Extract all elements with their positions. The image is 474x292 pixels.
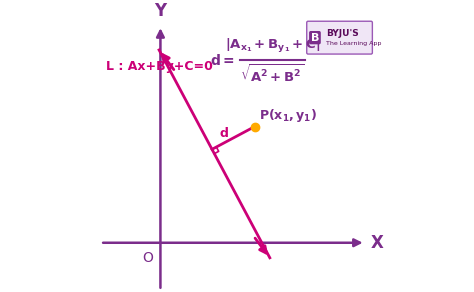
Text: L : Ax+By+C=0: L : Ax+By+C=0 (106, 60, 213, 73)
FancyBboxPatch shape (307, 21, 373, 54)
Text: BYJU'S: BYJU'S (326, 29, 359, 38)
Text: $\mathbf{P(x_1,y_1)}$: $\mathbf{P(x_1,y_1)}$ (259, 107, 317, 124)
Text: B: B (311, 33, 319, 43)
Text: X: X (371, 234, 384, 252)
Text: The Learning App: The Learning App (326, 41, 381, 46)
Text: Y: Y (155, 2, 166, 20)
Text: d: d (219, 127, 228, 140)
Text: $\mathbf{|A_{x_1}+ B_{y_1}+ C|}$: $\mathbf{|A_{x_1}+ B_{y_1}+ C|}$ (225, 37, 320, 55)
Text: O: O (143, 251, 154, 265)
Text: $\mathbf{d=}$: $\mathbf{d=}$ (210, 53, 234, 68)
Text: $\mathbf{\sqrt{A^2 + B^2}}$: $\mathbf{\sqrt{A^2 + B^2}}$ (240, 64, 305, 85)
